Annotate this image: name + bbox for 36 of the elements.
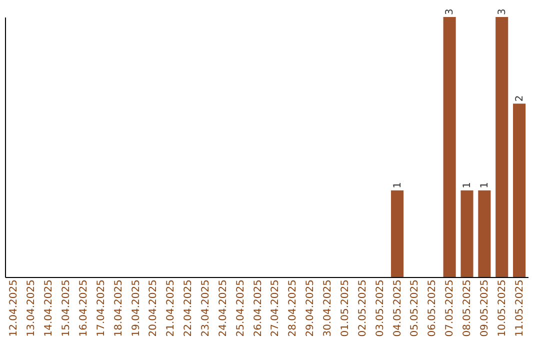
x-tick-label: 23.04.2025 (200, 280, 212, 337)
x-tick-label: 26.04.2025 (252, 280, 264, 337)
data-label: 3 (496, 8, 508, 15)
x-tick-label: 19.04.2025 (130, 280, 142, 337)
x-tick-label: 18.04.2025 (113, 280, 124, 337)
x-tick-label: 27.04.2025 (270, 280, 282, 337)
x-tick-label: 22.04.2025 (183, 280, 194, 337)
data-label: 1 (479, 182, 490, 188)
data-label: 1 (392, 182, 404, 188)
x-tick-label: 03.05.2025 (374, 280, 386, 337)
x-tick-label: 20.04.2025 (148, 280, 160, 337)
data-label: 1 (462, 182, 473, 188)
x-tick-label: 14.04.2025 (44, 280, 55, 337)
x-tick-label: 21.04.2025 (166, 280, 177, 337)
x-tick-label: 16.04.2025 (78, 280, 90, 337)
x-tick-label: 15.04.2025 (61, 280, 72, 337)
x-tick-label: 05.05.2025 (410, 280, 421, 337)
x-tick-label: 13.04.2025 (26, 280, 38, 337)
x-tick-label: 10.05.2025 (496, 280, 508, 337)
x-tick-label: 08.05.2025 (462, 280, 473, 337)
x-tick-label: 17.04.2025 (96, 280, 107, 337)
data-label: 3 (444, 8, 456, 15)
x-tick-label: 06.05.2025 (427, 280, 438, 337)
x-tick-label: 25.04.2025 (235, 280, 246, 337)
x-tick-label: 12.04.2025 (8, 280, 20, 337)
x-tick-label: 24.04.2025 (218, 280, 229, 337)
x-tick-label: 01.05.2025 (340, 280, 351, 337)
x-tick-label: 09.05.2025 (479, 280, 490, 337)
x-tick-label: 29.04.2025 (305, 280, 316, 337)
x-tick-label: 28.04.2025 (288, 280, 299, 337)
data-label: 2 (514, 95, 526, 102)
x-tick-label: 02.05.2025 (357, 280, 368, 337)
x-tick-label: 07.05.2025 (444, 280, 456, 337)
x-tick-label: 04.05.2025 (392, 280, 404, 337)
x-tick-label: 30.04.2025 (322, 280, 334, 337)
x-tick-label: 11.05.2025 (514, 280, 526, 337)
